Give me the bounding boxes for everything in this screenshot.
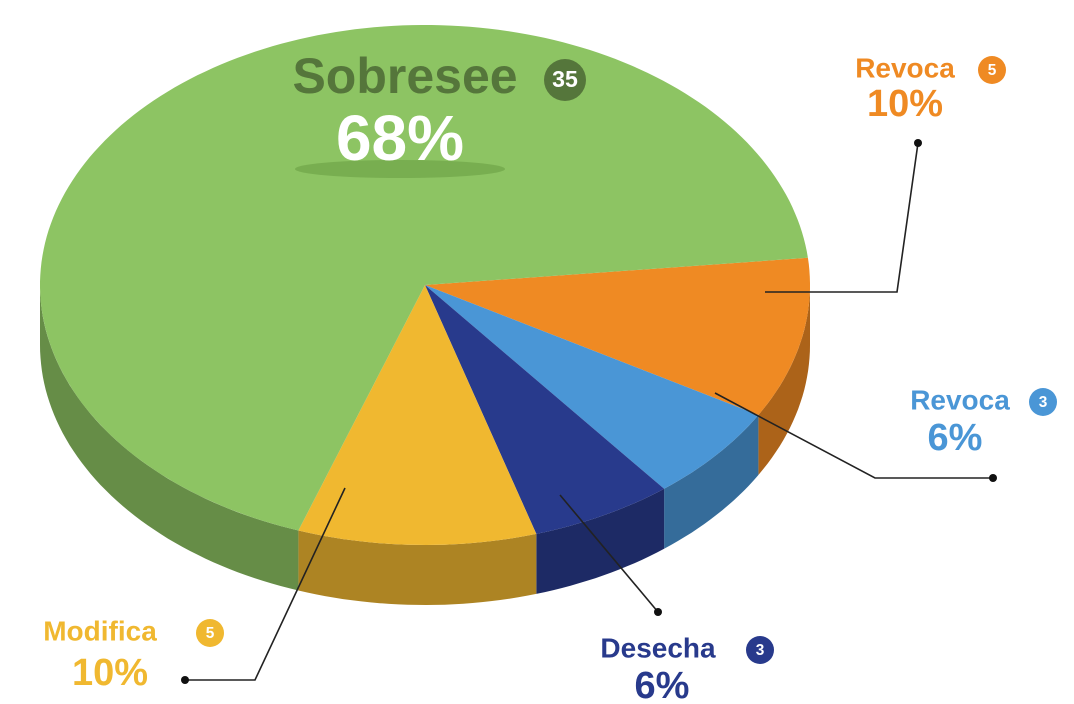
count-label: 5 (206, 625, 215, 642)
leader-line (765, 142, 919, 293)
count-label: 5 (988, 62, 997, 79)
slice (425, 285, 759, 549)
count-badge (1029, 388, 1057, 416)
slice-side (758, 285, 810, 475)
slice-top (298, 285, 537, 545)
slice (425, 257, 810, 475)
percent-label: 6% (635, 665, 690, 704)
count-label: 35 (552, 66, 578, 92)
slice-top (425, 257, 810, 415)
leader-line (714, 392, 993, 479)
percent-label: 10% (867, 83, 943, 125)
slice-name: Revoca (855, 52, 955, 83)
slice-top (40, 25, 808, 531)
count-label: 3 (1039, 394, 1048, 411)
percent-label: 68% (336, 102, 464, 174)
leader-dot (181, 676, 189, 684)
leader-dot (989, 474, 997, 482)
leader-dot (914, 139, 922, 147)
slice (298, 285, 537, 605)
slice-side (40, 285, 299, 591)
count-badge (544, 59, 586, 101)
slice-top (425, 285, 665, 534)
percent-label: 6% (928, 417, 983, 459)
slice-top (425, 285, 759, 489)
leader-line (185, 487, 346, 681)
slice-side (664, 415, 759, 549)
count-badge (196, 619, 224, 647)
count-label: 3 (756, 642, 765, 659)
count-badge (978, 56, 1006, 84)
label-shadow (295, 160, 505, 178)
percent-label: 10% (72, 652, 148, 694)
slice-name: Desecha (600, 632, 716, 663)
slice-name: Modifica (43, 615, 157, 646)
leader-dot (654, 608, 662, 616)
count-badge (746, 636, 774, 664)
slice-side (298, 530, 537, 605)
slice-name: Sobresee (292, 48, 517, 104)
slice (40, 25, 808, 591)
leader-line (559, 494, 659, 613)
slice-name: Revoca (910, 384, 1010, 415)
slice-side (536, 488, 665, 594)
slice (425, 285, 665, 594)
